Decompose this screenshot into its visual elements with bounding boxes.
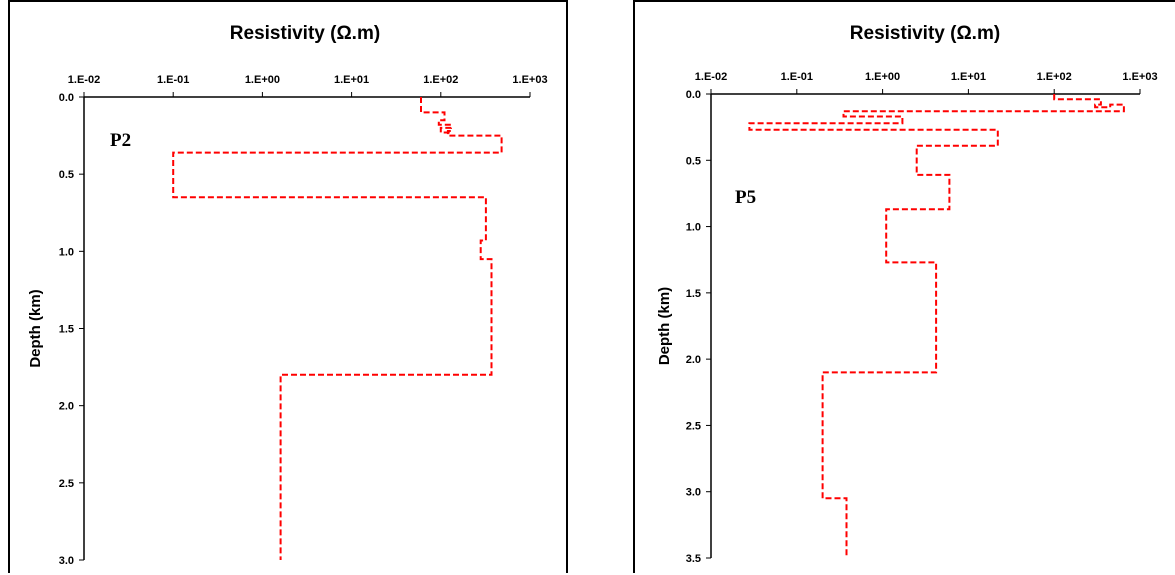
y-tick-label: 0.5 <box>59 169 74 181</box>
x-axis-title: Resistivity (Ω.m) <box>850 23 1000 44</box>
x-axis-title: Resistivity (Ω.m) <box>230 23 380 44</box>
x-tick-label: 1.E-01 <box>157 74 189 86</box>
x-tick-label: 1.E+00 <box>245 74 280 86</box>
y-tick-label: 0.5 <box>686 155 701 167</box>
y-tick-label: 2.0 <box>59 401 74 413</box>
y-axis-title: Depth (km) <box>656 287 673 365</box>
x-tick-label: 1.E-02 <box>695 71 727 83</box>
y-tick-label: 3.5 <box>686 553 701 565</box>
profile-label: P2 <box>110 130 131 151</box>
y-tick-label: 3.0 <box>59 555 74 567</box>
x-tick-label: 1.E+03 <box>512 74 547 86</box>
y-tick-label: 0.0 <box>59 92 74 104</box>
x-tick-label: 1.E+01 <box>334 74 369 86</box>
x-tick-label: 1.E-01 <box>781 71 813 83</box>
x-tick-label: 1.E+01 <box>951 71 986 83</box>
y-tick-label: 2.5 <box>59 478 74 490</box>
y-axis-title: Depth (km) <box>27 289 44 367</box>
x-tick-label: 1.E+00 <box>865 71 900 83</box>
x-tick-label: 1.E+02 <box>423 74 458 86</box>
resistivity-series-line <box>748 94 1125 558</box>
profile-label: P5 <box>735 187 756 208</box>
y-tick-label: 1.5 <box>59 324 74 336</box>
y-tick-label: 1.5 <box>686 288 701 300</box>
y-tick-label: 2.5 <box>686 420 701 432</box>
y-tick-label: 0.0 <box>686 89 701 101</box>
chart-p2: Resistivity (Ω.m) Depth (km) 1.E-02 1.E-01 1… <box>27 23 548 567</box>
resistivity-series-line <box>172 97 503 560</box>
chart-p5: Resistivity (Ω.m) Depth (km) 1.E-02 1.E-01 1… <box>656 23 1158 565</box>
y-tick-label: 1.0 <box>686 222 701 234</box>
x-tick-label: 1.E-02 <box>68 74 100 86</box>
chart-panel-p2: Resistivity (Ω.m) Depth (km) 1.E-02 1.E-01 1… <box>8 0 568 573</box>
x-tick-label: 1.E+02 <box>1037 71 1072 83</box>
y-tick-label: 1.0 <box>59 246 74 258</box>
y-tick-label: 3.0 <box>686 487 701 499</box>
y-tick-label: 2.0 <box>686 354 701 366</box>
chart-panel-p5: Resistivity (Ω.m) Depth (km) 1.E-02 1.E-01 1… <box>633 0 1175 573</box>
x-tick-label: 1.E+03 <box>1122 71 1157 83</box>
